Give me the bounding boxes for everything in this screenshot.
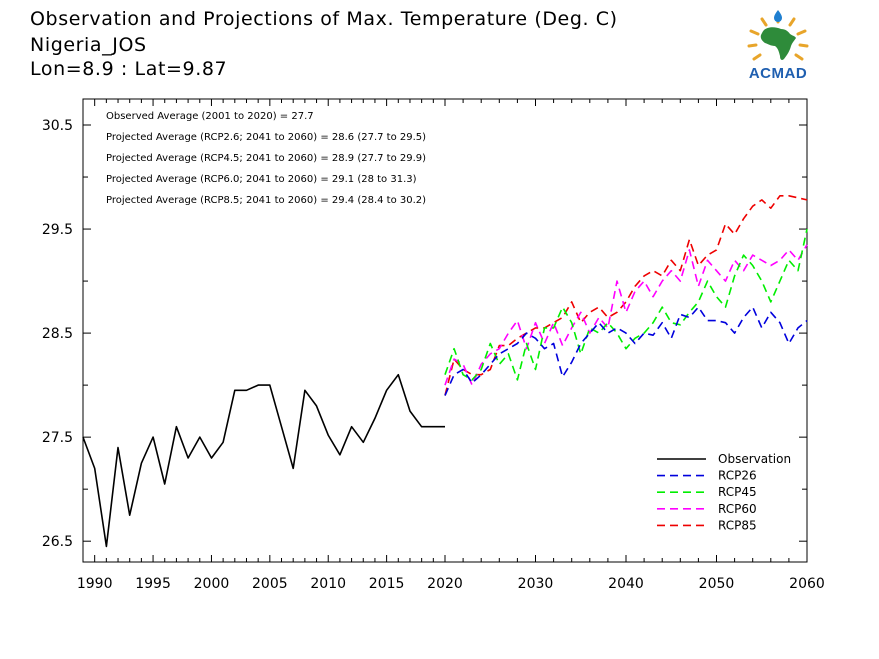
y-tick-label: 26.5 [42, 534, 73, 550]
x-tick-label: 1995 [135, 576, 171, 592]
legend-label-rcp26: RCP26 [718, 469, 757, 483]
x-tick-label: 2040 [608, 576, 644, 592]
y-tick-label: 30.5 [42, 118, 73, 134]
x-tick-label: 2060 [789, 576, 825, 592]
x-tick-label: 2030 [518, 576, 554, 592]
y-tick-label: 28.5 [42, 326, 73, 342]
africa-sun-logo-icon [747, 10, 809, 61]
legend-label-observation: Observation [718, 452, 791, 466]
average-annotation: Projected Average (RCP8.5; 2041 to 2060)… [106, 195, 426, 206]
y-tick-label: 27.5 [42, 430, 73, 446]
x-tick-label: 2015 [369, 576, 405, 592]
x-tick-label: 2010 [310, 576, 346, 592]
x-tick-label: 2020 [427, 576, 463, 592]
chart-title-line-2: Nigeria_JOS [30, 34, 147, 56]
series-line-observation [82, 373, 445, 548]
legend-label-rcp45: RCP45 [718, 485, 757, 499]
legend-label-rcp60: RCP60 [718, 502, 757, 516]
x-tick-label: 2000 [194, 576, 230, 592]
average-annotation: Projected Average (RCP2.6; 2041 to 2060)… [106, 132, 426, 143]
y-tick-label: 29.5 [42, 222, 73, 238]
x-tick-label: 2050 [699, 576, 735, 592]
series-line-rcp60 [444, 244, 808, 386]
legend-label-rcp85: RCP85 [718, 518, 757, 532]
average-annotation: Projected Average (RCP4.5; 2041 to 2060)… [106, 153, 426, 164]
series-line-rcp26 [444, 306, 808, 396]
series-line-rcp45 [444, 228, 808, 381]
logo-text: ACMAD [748, 65, 808, 82]
average-annotation: Observed Average (2001 to 2020) = 27.7 [106, 111, 314, 122]
chart-title-line-3: Lon=8.9 : Lat=9.87 [30, 58, 228, 80]
x-tick-label: 2005 [252, 576, 288, 592]
average-annotation: Projected Average (RCP6.0; 2041 to 2060)… [106, 174, 417, 185]
x-tick-label: 1990 [77, 576, 113, 592]
acmad-logo: ACMAD [738, 8, 818, 84]
chart-title-line-1: Observation and Projections of Max. Temp… [30, 8, 618, 30]
series-line-rcp85 [444, 195, 808, 396]
